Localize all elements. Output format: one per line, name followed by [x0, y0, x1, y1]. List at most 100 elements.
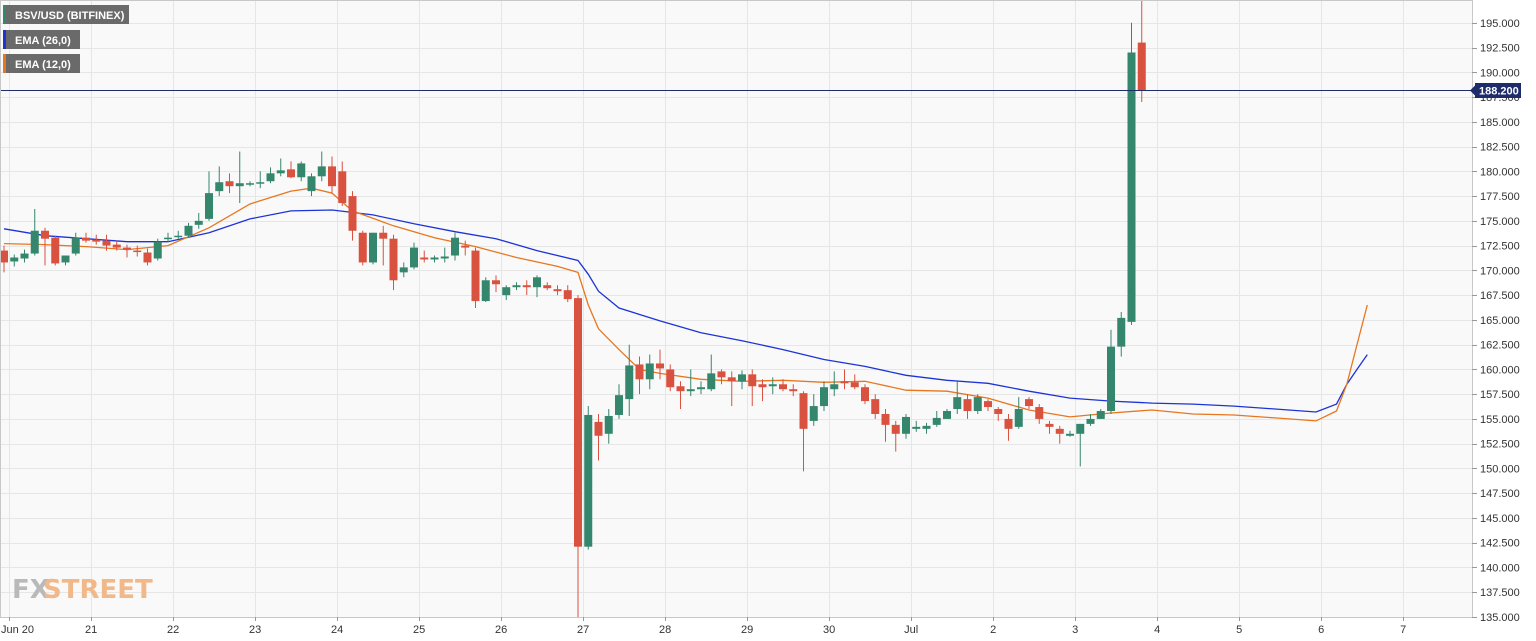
- candle-body: [1076, 423, 1085, 434]
- candle: [1076, 423, 1085, 467]
- candle: [717, 369, 726, 385]
- x-tick-label: 3: [1072, 624, 1078, 636]
- candle-body: [963, 399, 972, 412]
- candle-body: [768, 384, 777, 387]
- candle-body: [307, 176, 316, 192]
- candle-body: [779, 384, 787, 390]
- candle-body: [1004, 418, 1013, 429]
- candle-body: [71, 237, 80, 254]
- x-tick-label: 28: [659, 624, 671, 636]
- candle-body: [379, 232, 388, 239]
- candle-body: [256, 182, 265, 184]
- candle-body: [123, 247, 131, 250]
- candle: [1117, 311, 1126, 357]
- candle-body: [686, 389, 695, 392]
- candles: [0, 0, 1146, 617]
- candle-body: [656, 363, 664, 369]
- candle-body: [922, 425, 931, 429]
- y-tick-label: 140.000: [1480, 562, 1520, 574]
- candle-body: [153, 241, 162, 259]
- candle: [317, 151, 326, 182]
- x-tick-label: 25: [413, 624, 425, 636]
- candle: [902, 413, 910, 439]
- candle: [912, 420, 921, 432]
- candle-body: [492, 280, 500, 285]
- candle: [799, 391, 808, 472]
- x-tick-label: 27: [577, 624, 589, 636]
- legend-ema26-label: EMA (26,0): [15, 35, 71, 47]
- candle-body: [799, 393, 808, 429]
- candle-body: [625, 365, 634, 400]
- y-tick-label: 150.000: [1480, 463, 1520, 475]
- candle: [830, 371, 839, 397]
- x-tick-label: 5: [1236, 624, 1242, 636]
- candle-body: [92, 239, 101, 242]
- candle-body: [174, 235, 183, 238]
- candle-body: [358, 232, 367, 263]
- candle: [1096, 409, 1105, 419]
- candle-body: [389, 238, 398, 281]
- candle: [666, 364, 675, 392]
- y-tick-label: 155.000: [1480, 414, 1520, 426]
- candle-body: [1025, 399, 1033, 407]
- candle-body: [1086, 418, 1095, 424]
- candle: [1055, 425, 1064, 444]
- y-tick-label: 172.500: [1480, 241, 1520, 253]
- x-tick-label: 21: [85, 624, 97, 636]
- candle: [235, 151, 244, 204]
- legend-symbol[interactable]: BSV/USD (BITFINEX): [3, 5, 129, 24]
- y-tick-label: 147.500: [1480, 488, 1520, 500]
- candle: [584, 406, 593, 550]
- candle: [820, 381, 828, 412]
- candle: [645, 354, 654, 390]
- candle: [1127, 22, 1136, 325]
- candle: [533, 275, 541, 298]
- candle: [738, 370, 746, 390]
- candle-body: [850, 382, 859, 388]
- candle: [932, 411, 941, 427]
- candle: [1045, 420, 1054, 434]
- candle: [1035, 404, 1044, 424]
- candle: [973, 394, 982, 414]
- candle-body: [1137, 42, 1146, 91]
- candle: [194, 212, 203, 229]
- legend-ema12[interactable]: EMA (12,0): [3, 54, 80, 73]
- candle-body: [717, 371, 726, 378]
- candle-body: [533, 277, 541, 288]
- candle-body: [912, 426, 921, 429]
- candle: [92, 234, 101, 245]
- legend: BSV/USD (BITFINEX) EMA (26,0) EMA (12,0): [3, 5, 129, 73]
- candle: [30, 208, 39, 256]
- candle: [543, 282, 552, 291]
- x-tick-label: 2: [990, 624, 996, 636]
- candle: [123, 244, 131, 258]
- candle: [512, 282, 521, 291]
- candle: [748, 369, 757, 407]
- x-tick-label: 23: [249, 624, 261, 636]
- candle-body: [994, 409, 1003, 414]
- candle: [266, 167, 275, 184]
- x-tick-label: 6: [1318, 624, 1324, 636]
- candle: [1086, 413, 1095, 426]
- candle-body: [297, 163, 306, 178]
- legend-ema26[interactable]: EMA (26,0): [3, 30, 80, 49]
- x-tick-label: 22: [167, 624, 179, 636]
- candle: [768, 377, 777, 395]
- x-tick-label: 24: [331, 624, 343, 636]
- y-tick-label: 180.000: [1480, 166, 1520, 178]
- y-tick-label: 157.500: [1480, 389, 1520, 401]
- candle-body: [522, 285, 531, 288]
- candle: [594, 413, 603, 461]
- candle: [389, 234, 398, 291]
- candle-body: [481, 280, 490, 302]
- candle: [276, 158, 285, 177]
- candle: [1066, 430, 1074, 437]
- candle: [451, 232, 459, 261]
- candle: [153, 238, 162, 261]
- candle: [727, 371, 736, 407]
- grid: [0, 0, 1472, 618]
- x-tick-label: Jul: [904, 624, 918, 636]
- candle: [246, 181, 254, 187]
- candle: [635, 356, 644, 395]
